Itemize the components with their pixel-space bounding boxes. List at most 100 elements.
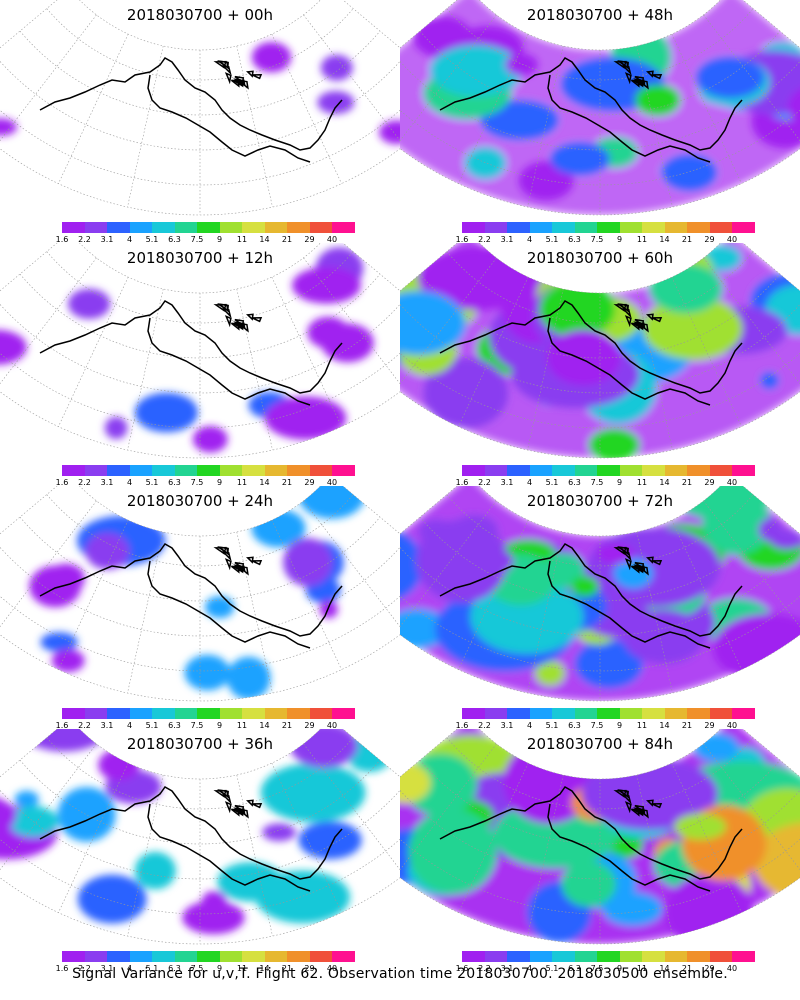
legend-labels: 1.6 2.2 3.1 4 5.1 6.3 7.5 9 11 14 21 29 40	[56, 964, 362, 974]
legend-label: 4	[526, 235, 533, 244]
legend-label: 9	[616, 478, 623, 487]
legend-label: 14	[659, 721, 670, 730]
legend-label: 9	[616, 964, 623, 973]
map-panel: 2018030700 + 12h 1.6 2.2 3.1 4 5.1 6.3 7.5 9 11 14…	[0, 243, 400, 488]
legend-label: 14	[659, 964, 670, 973]
legend-colorbar	[62, 222, 355, 233]
legend-label: 11	[636, 721, 648, 730]
legend-swatch	[462, 222, 485, 233]
legend-label: 1.6	[455, 721, 469, 730]
legend-label: 2.2	[478, 478, 491, 487]
legend-swatch	[732, 222, 755, 233]
legend-label: 14	[259, 235, 270, 244]
legend-label: 40	[726, 721, 738, 730]
legend-label: 21	[281, 478, 293, 487]
legend-swatch	[332, 222, 355, 233]
legend-label: 9	[216, 478, 223, 487]
legend-label: 11	[636, 964, 648, 973]
legend-label: 40	[326, 478, 338, 487]
legend-label: 7.5	[590, 235, 604, 244]
legend-swatch	[219, 708, 242, 719]
legend-swatch	[552, 222, 575, 233]
legend-labels: 1.6 2.2 3.1 4 5.1 6.3 7.5 9 11 14 21 29 40	[456, 721, 762, 731]
legend-swatch	[597, 708, 620, 719]
legend-label: 29	[304, 964, 315, 973]
legend-label: 29	[304, 235, 315, 244]
legend-swatch	[264, 708, 287, 719]
legend-label: 40	[326, 721, 338, 730]
legend-swatch	[529, 708, 552, 719]
variance-map	[0, 0, 400, 216]
legend-label: 2.2	[478, 721, 491, 730]
legend-swatch	[62, 222, 85, 233]
legend-swatch	[62, 708, 85, 719]
legend-colorbar	[62, 465, 355, 476]
legend-label: 1.6	[455, 478, 469, 487]
legend-swatch	[619, 465, 642, 476]
legend-swatch	[484, 222, 507, 233]
legend-swatch	[552, 951, 575, 962]
legend-label: 11	[636, 235, 648, 244]
variance-field	[0, 729, 393, 935]
legend-label: 29	[304, 478, 315, 487]
map-boundary	[400, 729, 800, 945]
map-boundary	[0, 729, 400, 945]
legend-swatch	[597, 465, 620, 476]
map-boundary	[400, 486, 800, 702]
legend-label: 9	[216, 721, 223, 730]
variance-map	[400, 243, 800, 459]
legend-label: 5.1	[145, 478, 159, 487]
map-boundary	[400, 243, 800, 459]
map-panel: 2018030700 + 00h 1.6 2.2 3.1 4 5.1 6.3 7.5 9 11 14…	[0, 0, 400, 245]
legend-label: 11	[636, 478, 648, 487]
variance-map	[400, 0, 800, 216]
legend-label: 29	[304, 721, 315, 730]
legend-label: 3.1	[500, 235, 514, 244]
legend-label: 4	[126, 721, 133, 730]
legend-label: 7.5	[590, 478, 604, 487]
legend-label: 14	[659, 478, 670, 487]
legend-swatch	[287, 951, 310, 962]
legend-swatch	[732, 465, 755, 476]
legend-label: 1.6	[455, 235, 469, 244]
legend-label: 40	[726, 235, 738, 244]
legend-label: 7.5	[190, 235, 204, 244]
panel-title: 2018030700 + 36h	[126, 735, 274, 753]
legend-label: 3.1	[500, 964, 514, 973]
legend-swatch	[332, 465, 355, 476]
legend-colorbar	[462, 951, 755, 962]
legend-label: 9	[216, 964, 223, 973]
legend-label: 21	[681, 235, 693, 244]
legend-swatch	[619, 951, 642, 962]
coastline	[439, 57, 743, 163]
legend-label: 11	[236, 721, 248, 730]
legend-swatch	[574, 951, 597, 962]
graticule	[400, 494, 800, 701]
legend-label: 11	[236, 235, 248, 244]
legend-label: 5.1	[545, 964, 559, 973]
legend-label: 1.6	[55, 478, 69, 487]
coastline	[439, 543, 743, 649]
variance-field	[0, 42, 400, 145]
legend-swatch	[174, 708, 197, 719]
legend-swatch	[152, 465, 175, 476]
map-panel: 2018030700 + 48h 1.6 2.2 3.1 4 5.1 6.3 7.5 9 11 14…	[400, 0, 800, 245]
legend-label: 6.3	[568, 235, 581, 244]
legend-swatch	[664, 951, 687, 962]
legend-colorbar	[62, 951, 355, 962]
legend-swatch	[507, 708, 530, 719]
legend-swatch	[732, 951, 755, 962]
coastline	[39, 786, 343, 892]
legend-colorbar	[462, 465, 755, 476]
map-panel: 2018030700 + 60h 1.6 2.2 3.1 4 5.1 6.3 7.5 9 11 14…	[400, 243, 800, 488]
legend-label: 3.1	[100, 721, 114, 730]
legend-label: 29	[704, 721, 715, 730]
variance-map	[0, 729, 400, 945]
map-panel: 2018030700 + 84h 1.6 2.2 3.1 4 5.1 6.3 7.5 9 11 14…	[400, 729, 800, 974]
coastline	[439, 300, 743, 406]
legend-label: 7.5	[190, 478, 204, 487]
legend-label: 6.3	[568, 964, 581, 973]
legend-swatch	[574, 708, 597, 719]
legend-swatch	[242, 222, 265, 233]
legend-swatch	[264, 951, 287, 962]
